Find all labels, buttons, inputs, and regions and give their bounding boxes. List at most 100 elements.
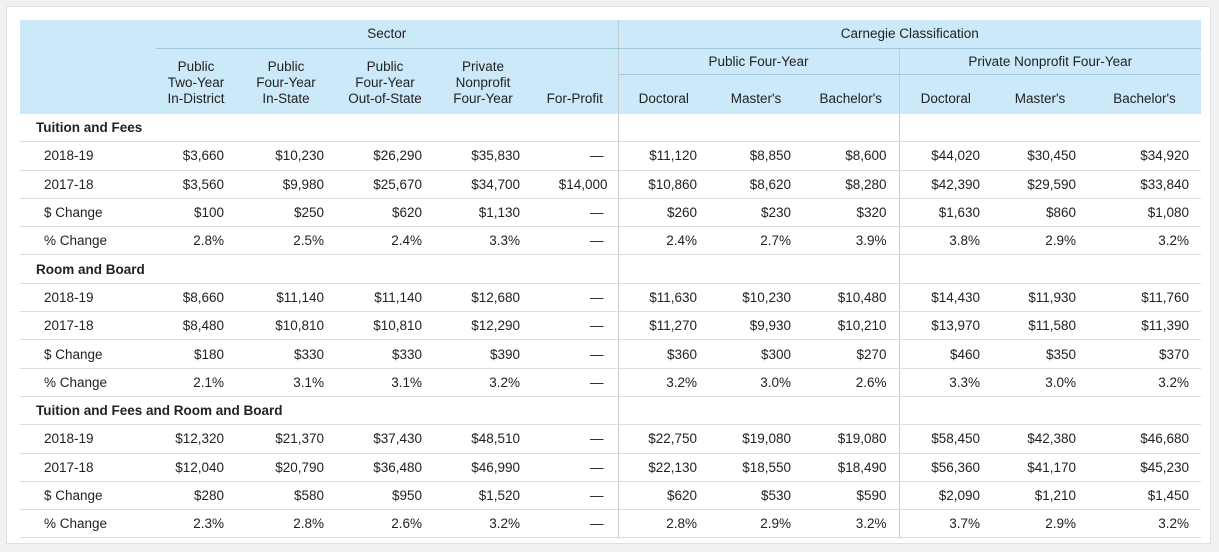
- table-cell: $22,130: [618, 453, 709, 482]
- table-cell: $22,750: [618, 424, 709, 454]
- table-cell: $8,850: [709, 141, 803, 171]
- table-cell: 3.3%: [899, 368, 992, 397]
- table-cell: $12,320: [156, 424, 236, 454]
- row-label: 2017-18: [20, 311, 156, 341]
- table-cell: —: [532, 226, 619, 256]
- table-cell: 2.8%: [156, 226, 236, 256]
- table-cell: $330: [236, 339, 336, 369]
- table-row: $ Change $280 $580 $950 $1,520— $620 $530 $590 $…: [20, 481, 1202, 511]
- table-cell: $530: [709, 481, 803, 511]
- table-cell: $320: [803, 198, 900, 228]
- row-label: % Change: [20, 509, 156, 539]
- col-header-public-four-year-in-state: Public Four-Year In-State: [236, 48, 336, 114]
- table-cell: 3.9%: [803, 226, 900, 256]
- table-cell: $180: [156, 339, 236, 369]
- table-cell: $590: [803, 481, 900, 511]
- table-cell: $34,920: [1088, 141, 1202, 171]
- table-cell: $350: [992, 339, 1088, 369]
- table-cell: $950: [336, 481, 434, 511]
- table-cell: $9,930: [709, 311, 803, 341]
- col-header-private-doctoral: Doctoral: [899, 74, 992, 114]
- table-cell: 2.9%: [992, 226, 1088, 256]
- table-cell: 2.4%: [336, 226, 434, 256]
- table-cell: 3.0%: [992, 368, 1088, 397]
- table-cell: $12,040: [156, 453, 236, 482]
- col-header-public-doctoral: Doctoral: [618, 74, 709, 114]
- table-cell: $46,990: [434, 453, 532, 482]
- row-label: % Change: [20, 368, 156, 397]
- table-cell: $8,620: [709, 170, 803, 199]
- section-header-row: Tuition and Fees and Room and Board: [20, 396, 1202, 426]
- table-cell: $1,450: [1088, 481, 1202, 511]
- table-cell: $8,480: [156, 311, 236, 341]
- col-header-public-two-year: Public Two-Year In-District: [156, 48, 236, 114]
- table-cell: $260: [618, 198, 709, 228]
- row-label: $ Change: [20, 339, 156, 369]
- table-cell: $8,660: [156, 283, 236, 313]
- table-cell: 3.2%: [1088, 368, 1202, 397]
- table-cell: $10,810: [236, 311, 336, 341]
- table-cell: $390: [434, 339, 532, 369]
- table-cell: $10,480: [803, 283, 900, 313]
- table-cell: $46,680: [1088, 424, 1202, 454]
- table-cell: $19,080: [803, 424, 900, 454]
- table-cell: $11,140: [336, 283, 434, 313]
- table-cell: 2.8%: [236, 509, 336, 539]
- table-cell: 3.3%: [434, 226, 532, 256]
- table-row: 2018-19 $12,320 $21,370 $37,430 $48,510— $22,…: [20, 424, 1202, 454]
- table-cell: $300: [709, 339, 803, 369]
- table-cell: $620: [336, 198, 434, 228]
- table-cell: $100: [156, 198, 236, 228]
- table-cell: $1,080: [1088, 198, 1202, 228]
- table-cell: $11,760: [1088, 283, 1202, 313]
- table-row: % Change 2.1% 3.1% 3.1% 3.2% —3.2% 3.0% 2.6% 3.3…: [20, 368, 1202, 397]
- table-cell: $3,660: [156, 141, 236, 171]
- table-cell: $45,230: [1088, 453, 1202, 482]
- table-cell: —: [532, 198, 619, 228]
- table-row: % Change 2.3% 2.8% 2.6% 3.2% —2.8% 2.9% 3.2% 3.7…: [20, 509, 1202, 539]
- table-body: Tuition and Fees 2018-19 $3,660 $10,230 $26,…: [20, 114, 1202, 539]
- table-cell: —: [532, 311, 619, 341]
- table-cell: $18,550: [709, 453, 803, 482]
- table-cell: $37,430: [336, 424, 434, 454]
- table-cell: $11,120: [618, 141, 709, 171]
- col-header-private-bachelors: Bachelor's: [1088, 74, 1202, 114]
- table-cell: 2.7%: [709, 226, 803, 256]
- table-cell: $250: [236, 198, 336, 228]
- table-cell: 3.2%: [1088, 226, 1202, 256]
- table-cell: $10,810: [336, 311, 434, 341]
- table-cell: $280: [156, 481, 236, 511]
- table-cell: 2.6%: [336, 509, 434, 539]
- table-cell: $860: [992, 198, 1088, 228]
- table-cell: 3.2%: [1088, 509, 1202, 539]
- table-cell: —: [532, 283, 619, 313]
- table-cell: $10,860: [618, 170, 709, 199]
- section-header-row: Tuition and Fees: [20, 114, 1202, 143]
- table-cell: $9,980: [236, 170, 336, 199]
- table-cell: $12,290: [434, 311, 532, 341]
- table-cell: $48,510: [434, 424, 532, 454]
- table-cell: $10,230: [236, 141, 336, 171]
- table-cell: $10,230: [709, 283, 803, 313]
- table-cell: $1,520: [434, 481, 532, 511]
- table-row: $ Change $180 $330 $330 $390— $360 $300 $270 $46…: [20, 339, 1202, 369]
- table-cell: 2.4%: [618, 226, 709, 256]
- table-cell: 3.8%: [899, 226, 992, 256]
- table-cell: $1,630: [899, 198, 992, 228]
- table-cell: $2,090: [899, 481, 992, 511]
- table-cell: —: [532, 424, 619, 454]
- table-cell: $13,970: [899, 311, 992, 341]
- table-cell: 3.7%: [899, 509, 992, 539]
- table-cell: 3.0%: [709, 368, 803, 397]
- section-spacer: [899, 114, 1202, 143]
- table-cell: $11,390: [1088, 311, 1202, 341]
- table-cell: $33,840: [1088, 170, 1202, 199]
- table-cell: $42,380: [992, 424, 1088, 454]
- table-cell: —: [532, 339, 619, 369]
- col-header-public-masters: Master's: [709, 74, 803, 114]
- table-cell: $11,270: [618, 311, 709, 341]
- table-cell: $41,170: [992, 453, 1088, 482]
- col-header-public-four-year-out-of-state: Public Four-Year Out-of-State: [336, 48, 434, 114]
- table-cell: $370: [1088, 339, 1202, 369]
- table-cell: $14,000: [532, 170, 619, 199]
